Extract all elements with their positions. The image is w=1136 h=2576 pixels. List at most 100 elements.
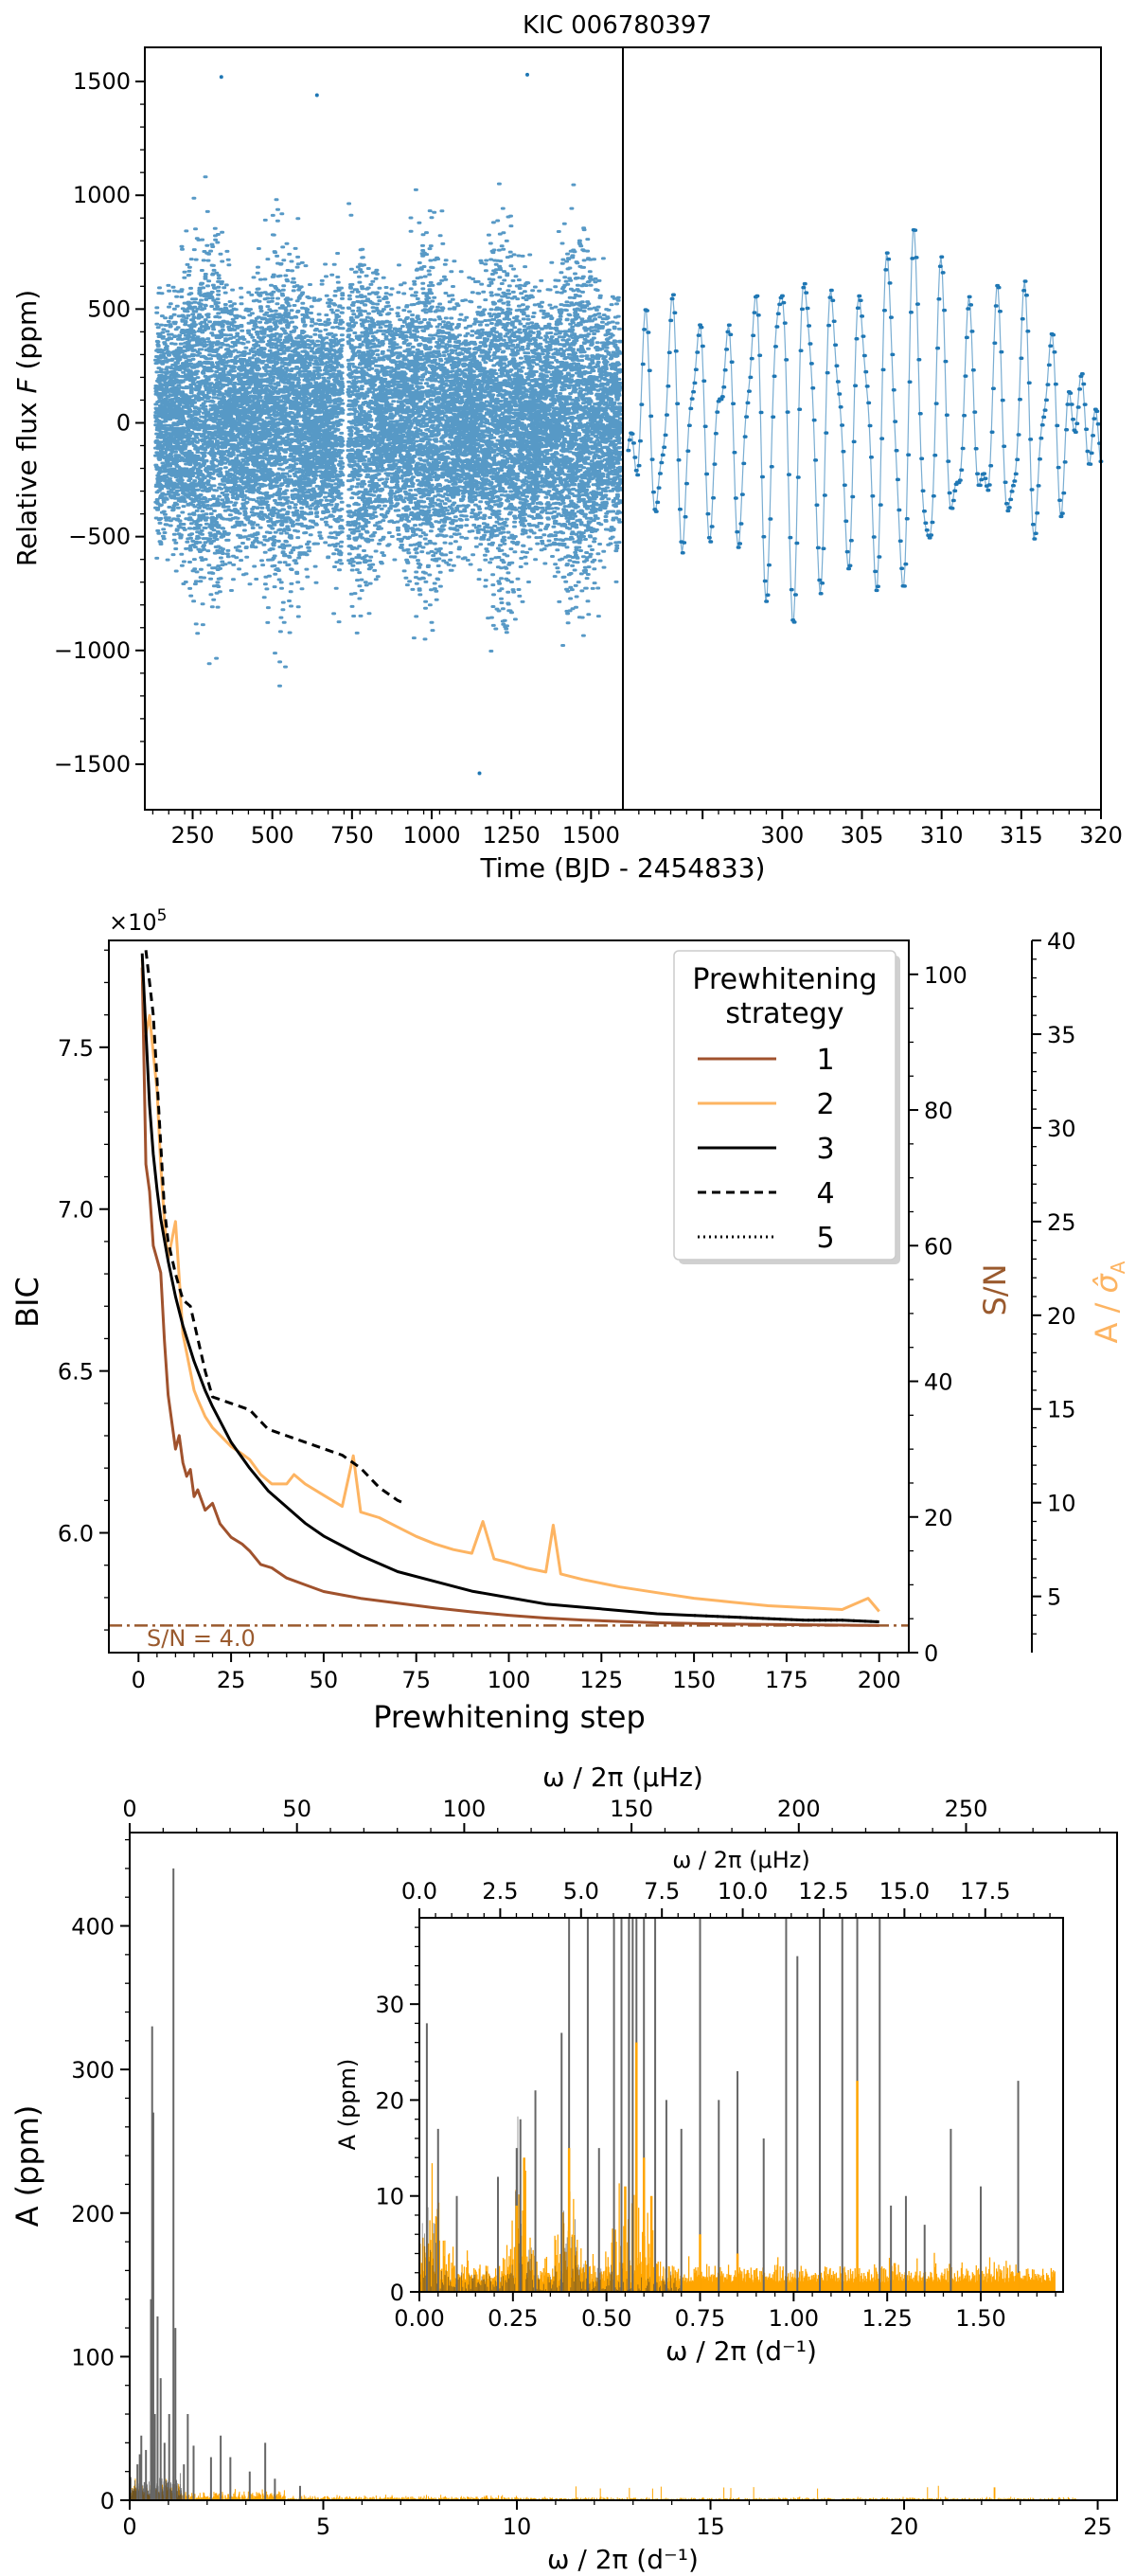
inset-data: [419, 1918, 1056, 2292]
spectrum-ytick-2: 200: [71, 2201, 115, 2227]
inset-xlabel: ω / 2π (d⁻¹): [666, 2335, 817, 2367]
lightcurve-right-xtick-4: 315: [1000, 822, 1043, 849]
lightcurve-left-xtick-4: 1250: [483, 822, 541, 849]
bic-ytick-0: 6.0: [58, 1521, 94, 1547]
lightcurve-ytick-3: 0: [116, 409, 131, 436]
legend-label-2: 2: [816, 1088, 834, 1121]
inset-ytick-0: 0: [390, 2280, 404, 2306]
lightcurve-right-xtick-5: 320: [1079, 822, 1123, 849]
inset-ytick-2: 20: [375, 2087, 404, 2114]
spectrum-xtop-tick-0: 0: [122, 1796, 136, 1822]
series-5-line: [694, 1614, 879, 1623]
inset-xtop-tick-2: 5.0: [563, 1878, 599, 1905]
lightcurve-right-xtick-2: 305: [841, 822, 884, 849]
prewhitening-xtick-8: 200: [858, 1667, 901, 1693]
legend-label-4: 4: [816, 1177, 834, 1210]
spectrum-xtop-tick-4: 200: [777, 1796, 821, 1822]
lightcurve-ytick-4: 500: [87, 295, 131, 322]
inset-frame: [418, 1917, 1064, 2293]
inset-ytick-3: 30: [375, 1992, 404, 2018]
lightcurve-axes: −1500 −1000 −500 0 500 1000 1500 250 500 750 1000 1…: [54, 68, 1123, 849]
lightcurve-right-data: [626, 227, 1104, 624]
lightcurve-left-points: [153, 175, 624, 688]
inset-xtick-6: 1.50: [955, 2305, 1005, 2332]
inset-background: [419, 1918, 1063, 2292]
legend-label-5: 5: [816, 1222, 834, 1255]
legend-title-line-1: Prewhitening: [692, 963, 877, 996]
lightcurve-left-xtick-5: 1500: [562, 822, 620, 849]
amp-ratio-ytick-5: 30: [1047, 1116, 1076, 1142]
bic-ytick-2: 7.0: [58, 1197, 94, 1224]
spectrum-xtick-1: 5: [316, 2513, 330, 2540]
lightcurve-right-xtick-3: 310: [920, 822, 964, 849]
series-3-line: [140, 953, 879, 1623]
bic-ytick-1: 6.5: [58, 1359, 94, 1386]
spectrum-ylabel: A (ppm): [9, 2105, 45, 2227]
inset-xtick-2: 0.50: [581, 2305, 631, 2332]
series-2-line: [140, 958, 880, 1613]
lightcurve-right-line: [627, 228, 1101, 624]
lightcurve-left-xtick-1: 500: [251, 822, 294, 849]
sn-ytick-1: 20: [924, 1505, 953, 1531]
legend-box: [673, 950, 896, 1261]
inset-xtop-tick-4: 10.0: [718, 1878, 768, 1905]
legend-title-line-2: strategy: [725, 997, 843, 1030]
inset-xtick-3: 0.75: [675, 2305, 725, 2332]
inset-xtop-tick-7: 17.5: [960, 1878, 1010, 1905]
lightcurve-outlier-2: [525, 72, 529, 77]
lightcurve-left-data: [153, 72, 624, 776]
prewhitening-xtick-7: 175: [765, 1667, 808, 1693]
sn-ytick-5: 100: [924, 962, 967, 989]
lightcurve-left-xtick-3: 1000: [402, 822, 460, 849]
spectrum-ytick-0: 0: [100, 2488, 115, 2514]
prewhitening-xtick-6: 150: [672, 1667, 716, 1693]
lightcurve-outlier-0: [477, 771, 482, 776]
inset-xtop-tick-1: 2.5: [482, 1878, 518, 1905]
sn-ylabel: S/N: [977, 1263, 1013, 1315]
lightcurve-panel: KIC 006780397 −1500 −1000 −500 0 500 1000 1500…: [11, 11, 1123, 884]
spectrum-xtick-3: 15: [696, 2513, 725, 2540]
spectrum-xlabel: ω / 2π (d⁻¹): [547, 2544, 699, 2575]
sn-ytick-2: 40: [924, 1369, 953, 1396]
amp-ratio-ytick-0: 5: [1047, 1584, 1061, 1611]
prewhitening-legend: Prewhitening strategy 1 2 3 4 5: [673, 950, 900, 1264]
spectrum-xtick-5: 25: [1083, 2513, 1112, 2540]
lightcurve-ytick-6: 1500: [73, 68, 131, 95]
sn-threshold-label: S/N = 4.0: [147, 1625, 256, 1652]
inset-axes: 0.00 0.25 0.50 0.75 1.00 1.25 1.50 0.0 2.5 5.0 7.5…: [375, 1878, 1056, 2332]
amp-ratio-ytick-3: 20: [1047, 1303, 1076, 1330]
inset-xtop-tick-0: 0.0: [401, 1878, 437, 1905]
spectrum-ytick-1: 100: [71, 2344, 115, 2370]
lightcurve-ylabel: Relative flux F (ppm): [11, 290, 43, 566]
legend-items: 1 2 3 4 5: [698, 1044, 835, 1255]
inset-xtick-5: 1.25: [861, 2305, 912, 2332]
inset-xtick-0: 0.00: [394, 2305, 444, 2332]
prewhitening-xtick-3: 75: [401, 1667, 431, 1693]
inset-xtop-tick-5: 12.5: [798, 1878, 848, 1905]
lightcurve-left-xtick-2: 750: [330, 822, 374, 849]
amp-ratio-ytick-2: 15: [1047, 1397, 1076, 1423]
amp-ratio-ytick-1: 10: [1047, 1491, 1076, 1517]
spectrum-xtop-tick-5: 250: [945, 1796, 988, 1822]
bic-ytick-3: 7.5: [58, 1035, 94, 1062]
amp-ratio-ytick-7: 40: [1047, 928, 1076, 955]
prewhitening-xtick-4: 100: [488, 1667, 531, 1693]
legend-label-1: 1: [816, 1044, 834, 1077]
prewhitening-data: [109, 950, 909, 1627]
inset-xtop-tick-6: 15.0: [879, 1878, 930, 1905]
amp-ratio-ytick-4: 25: [1047, 1209, 1076, 1236]
inset-xtick-4: 1.00: [769, 2305, 819, 2332]
lightcurve-right-points: [626, 227, 1104, 624]
sn-ytick-4: 80: [924, 1098, 953, 1124]
lightcurve-left-xtick-0: 250: [171, 822, 215, 849]
sn-ytick-3: 60: [924, 1233, 953, 1260]
inset-xtop-tick-3: 7.5: [644, 1878, 680, 1905]
lightcurve-outlier-3: [314, 93, 319, 98]
prewhitening-xtick-1: 25: [217, 1667, 246, 1693]
lightcurve-ytick-1: −1000: [54, 637, 131, 664]
sn-ytick-0: 0: [924, 1640, 938, 1667]
inset-ylabel: A (ppm): [334, 2059, 361, 2151]
spectrum-residual: [129, 2478, 1079, 2500]
